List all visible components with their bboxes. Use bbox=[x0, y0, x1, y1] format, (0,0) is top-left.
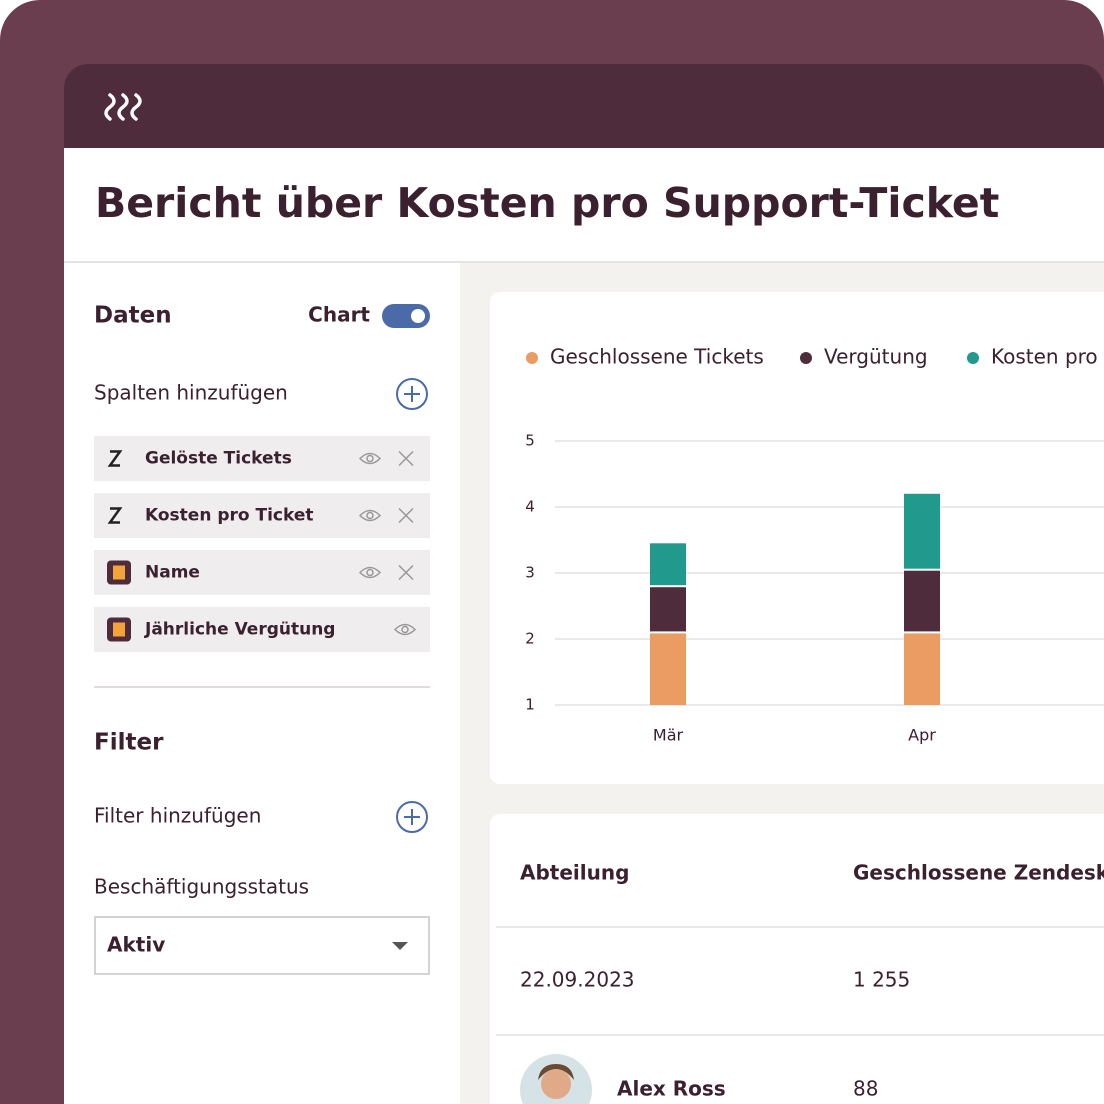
legend-dot bbox=[800, 352, 812, 364]
table-cell: 22.09.2023 bbox=[520, 968, 635, 992]
table-cell: 1 255 bbox=[853, 968, 910, 992]
y-tick-label: 4 bbox=[525, 498, 535, 516]
avatar-face bbox=[541, 1069, 571, 1099]
column-item[interactable] bbox=[94, 607, 430, 652]
column-label: Gelöste Tickets bbox=[145, 449, 292, 469]
add-button[interactable] bbox=[396, 378, 428, 410]
eye-pupil bbox=[366, 568, 374, 577]
bar-segment bbox=[650, 587, 686, 632]
section-title: Daten bbox=[94, 303, 172, 329]
remove-icon[interactable] bbox=[398, 564, 414, 581]
y-tick-label: 2 bbox=[525, 630, 535, 648]
topbar bbox=[64, 120, 1104, 148]
avatar-hair bbox=[538, 1064, 574, 1080]
eye-pupil bbox=[366, 454, 374, 463]
x-tick-label: Mär bbox=[653, 726, 684, 745]
legend-dot bbox=[967, 352, 979, 364]
page-title: Bericht über Kosten pro Support-Ticket bbox=[95, 179, 999, 227]
zendesk-icon bbox=[107, 450, 123, 467]
column-item[interactable] bbox=[94, 493, 430, 538]
chart-card bbox=[490, 292, 1104, 784]
bar-segment bbox=[904, 633, 940, 705]
legend-label: Vergütung bbox=[824, 345, 928, 369]
dropdown[interactable] bbox=[94, 916, 430, 975]
app-icon-inner bbox=[113, 622, 125, 637]
toggle-knob bbox=[411, 309, 425, 323]
table-header: Abteilung bbox=[520, 861, 629, 885]
legend-dot bbox=[526, 352, 538, 364]
legend-label: Geschlossene Tickets bbox=[550, 345, 764, 369]
y-tick-label: 3 bbox=[525, 564, 535, 582]
add-button[interactable] bbox=[396, 801, 428, 833]
bar-segment bbox=[650, 543, 686, 586]
eye-icon[interactable] bbox=[358, 452, 382, 465]
y-tick-label: 1 bbox=[525, 696, 535, 714]
section-title: Filter bbox=[94, 730, 164, 756]
x-tick-label: Apr bbox=[908, 726, 936, 745]
add-filter-label: Filter hinzufügen bbox=[94, 804, 261, 828]
column-label: Name bbox=[145, 563, 200, 583]
app-icon-inner bbox=[113, 565, 125, 580]
add-columns-label: Spalten hinzufügen bbox=[94, 381, 288, 405]
table-card bbox=[490, 814, 1104, 1104]
toggle-label: Chart bbox=[308, 303, 370, 327]
table-cell: 88 bbox=[853, 1077, 878, 1101]
eye-pupil bbox=[366, 511, 374, 520]
legend-label: Kosten pro bbox=[991, 345, 1098, 369]
column-item[interactable] bbox=[94, 436, 430, 481]
table-header: Geschlossene Zendesk-T bbox=[853, 861, 1104, 885]
table-cell: Alex Ross bbox=[617, 1077, 726, 1101]
remove-icon[interactable] bbox=[398, 507, 414, 524]
remove-icon[interactable] bbox=[398, 450, 414, 467]
logo bbox=[104, 93, 142, 121]
field-label: Beschäftigungsstatus bbox=[94, 875, 309, 899]
eye-icon[interactable] bbox=[358, 509, 382, 522]
eye-pupil bbox=[401, 625, 409, 634]
zendesk-icon bbox=[107, 507, 123, 524]
eye-icon[interactable] bbox=[358, 566, 382, 579]
y-tick-label: 5 bbox=[525, 432, 535, 450]
column-item[interactable] bbox=[94, 550, 430, 595]
eye-icon[interactable] bbox=[393, 623, 417, 636]
dropdown-arrow bbox=[392, 942, 408, 950]
dropdown-value: Aktiv bbox=[107, 933, 165, 957]
bar-segment bbox=[650, 633, 686, 705]
column-label: Jährliche Vergütung bbox=[144, 620, 335, 640]
bar-segment bbox=[904, 570, 940, 632]
bar-segment bbox=[904, 493, 940, 569]
column-label: Kosten pro Ticket bbox=[145, 506, 314, 526]
